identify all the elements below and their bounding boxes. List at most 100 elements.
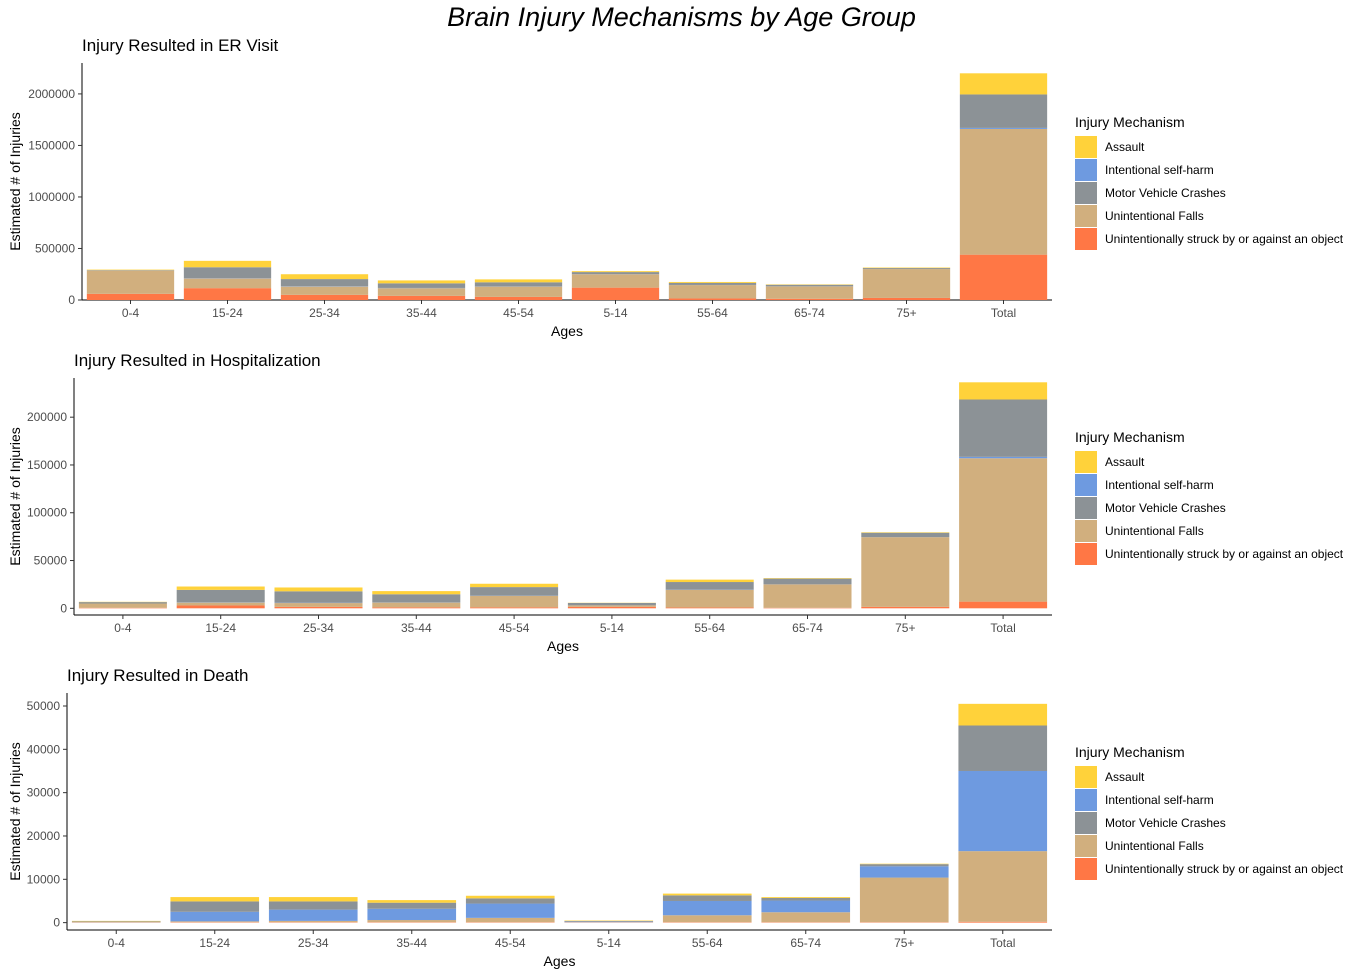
bar-segment [71, 921, 161, 923]
bar-segment [668, 281, 757, 283]
x-tick-label: 45-54 [495, 936, 526, 950]
y-tick-label: 2000000 [28, 87, 75, 101]
y-tick-label: 0 [68, 293, 75, 307]
bar-segment [377, 295, 466, 300]
bar-segment [959, 73, 1048, 95]
bar-segment [274, 587, 363, 592]
legend-label: Motor Vehicle Crashes [1105, 816, 1226, 830]
x-tick-label: Total [991, 306, 1016, 320]
bar-segment [959, 128, 1048, 255]
bar-segment [861, 606, 950, 609]
legend-swatch [1075, 182, 1097, 204]
bar-segment [372, 602, 461, 608]
bar-segment [377, 288, 466, 296]
x-tick-label: 45-54 [503, 306, 534, 320]
bar-segment [959, 382, 1048, 400]
bar-segment [465, 895, 555, 899]
legend-swatch [1075, 543, 1097, 565]
legend-swatch [1075, 858, 1097, 880]
legend-label: Assault [1105, 140, 1145, 154]
bar-segment [662, 893, 752, 896]
bar-segment [183, 260, 272, 268]
x-tick-label: 35-44 [401, 621, 432, 635]
bar-segment [862, 267, 951, 269]
bar-segment [170, 901, 260, 912]
y-tick-label: 0 [60, 601, 67, 615]
y-tick-label: 1000000 [28, 190, 75, 204]
bar-segment [465, 898, 555, 904]
bar-segment [86, 293, 175, 300]
bar-segment [176, 586, 265, 590]
x-tick-label: 55-64 [692, 936, 723, 950]
y-axis-title: Estimated # of Injuries [7, 742, 23, 881]
x-tick-label: Total [990, 621, 1015, 635]
legend-label: Unintentionally struck by or against an … [1105, 547, 1344, 561]
x-tick-label: 25-34 [298, 936, 329, 950]
x-tick-label: 75+ [896, 306, 916, 320]
bar-segment [859, 866, 949, 878]
legend-label: Motor Vehicle Crashes [1105, 186, 1226, 200]
legend-label: Motor Vehicle Crashes [1105, 501, 1226, 515]
bar-segment [761, 900, 851, 913]
x-tick-label: 5-14 [603, 306, 627, 320]
bar-segment [367, 908, 457, 921]
legend-label: Assault [1105, 770, 1145, 784]
legend-label: Unintentionally struck by or against an … [1105, 862, 1344, 876]
y-tick-label: 200000 [27, 410, 67, 424]
bar-segment [765, 286, 854, 299]
bar-segment [662, 915, 752, 923]
bar-segment [567, 602, 656, 606]
legend-swatch [1075, 812, 1097, 834]
bar-segment [268, 909, 358, 921]
bar-segment [372, 594, 461, 603]
bar-segment [665, 579, 754, 583]
bar-segment [862, 297, 951, 300]
bar-segment [280, 279, 369, 287]
bar-segment [78, 602, 167, 604]
bar-segment [470, 607, 559, 609]
bar-segment [86, 270, 175, 271]
x-axis-title: Ages [551, 323, 583, 339]
bar-segment [665, 589, 754, 608]
bar-segment [571, 287, 660, 300]
x-tick-label: 25-34 [303, 621, 334, 635]
bar-segment [959, 254, 1048, 300]
legend-title: Injury Mechanism [1075, 744, 1185, 760]
bar-segment [465, 903, 555, 918]
x-tick-label: 65-74 [794, 306, 825, 320]
bar-segment [280, 274, 369, 280]
bar-segment [668, 298, 757, 300]
legend-swatch [1075, 497, 1097, 519]
bar-segment [958, 851, 1048, 922]
bar-segment [474, 286, 563, 297]
bar-segment [959, 94, 1048, 128]
bar-segment [959, 458, 1048, 602]
legend-title: Injury Mechanism [1075, 429, 1185, 445]
bar-segment [474, 296, 563, 300]
bar-segment [367, 920, 457, 923]
bar-segment [474, 279, 563, 283]
page-title: Brain Injury Mechanisms by Age Group [447, 2, 916, 32]
bar-segment [761, 912, 851, 923]
x-axis-title: Ages [544, 953, 576, 969]
x-tick-label: 65-74 [792, 621, 823, 635]
bar-segment [268, 901, 358, 910]
y-axis-title: Estimated # of Injuries [7, 112, 23, 251]
bar-segment [862, 269, 951, 298]
bar-segment [170, 897, 260, 902]
legend-label: Unintentional Falls [1105, 209, 1204, 223]
legend-swatch [1075, 520, 1097, 542]
bar-segment [959, 127, 1048, 129]
x-tick-label: 75+ [894, 936, 914, 950]
bar-segment [274, 606, 363, 609]
bar-segment [765, 284, 854, 287]
bar-segment [665, 582, 754, 590]
bar-segment [862, 268, 951, 270]
bar-segment [765, 298, 854, 300]
bar-segment [763, 578, 852, 585]
y-tick-label: 1500000 [28, 138, 75, 152]
y-tick-label: 100000 [27, 506, 67, 520]
bar-segment [274, 603, 363, 607]
x-tick-label: 15-24 [205, 621, 236, 635]
